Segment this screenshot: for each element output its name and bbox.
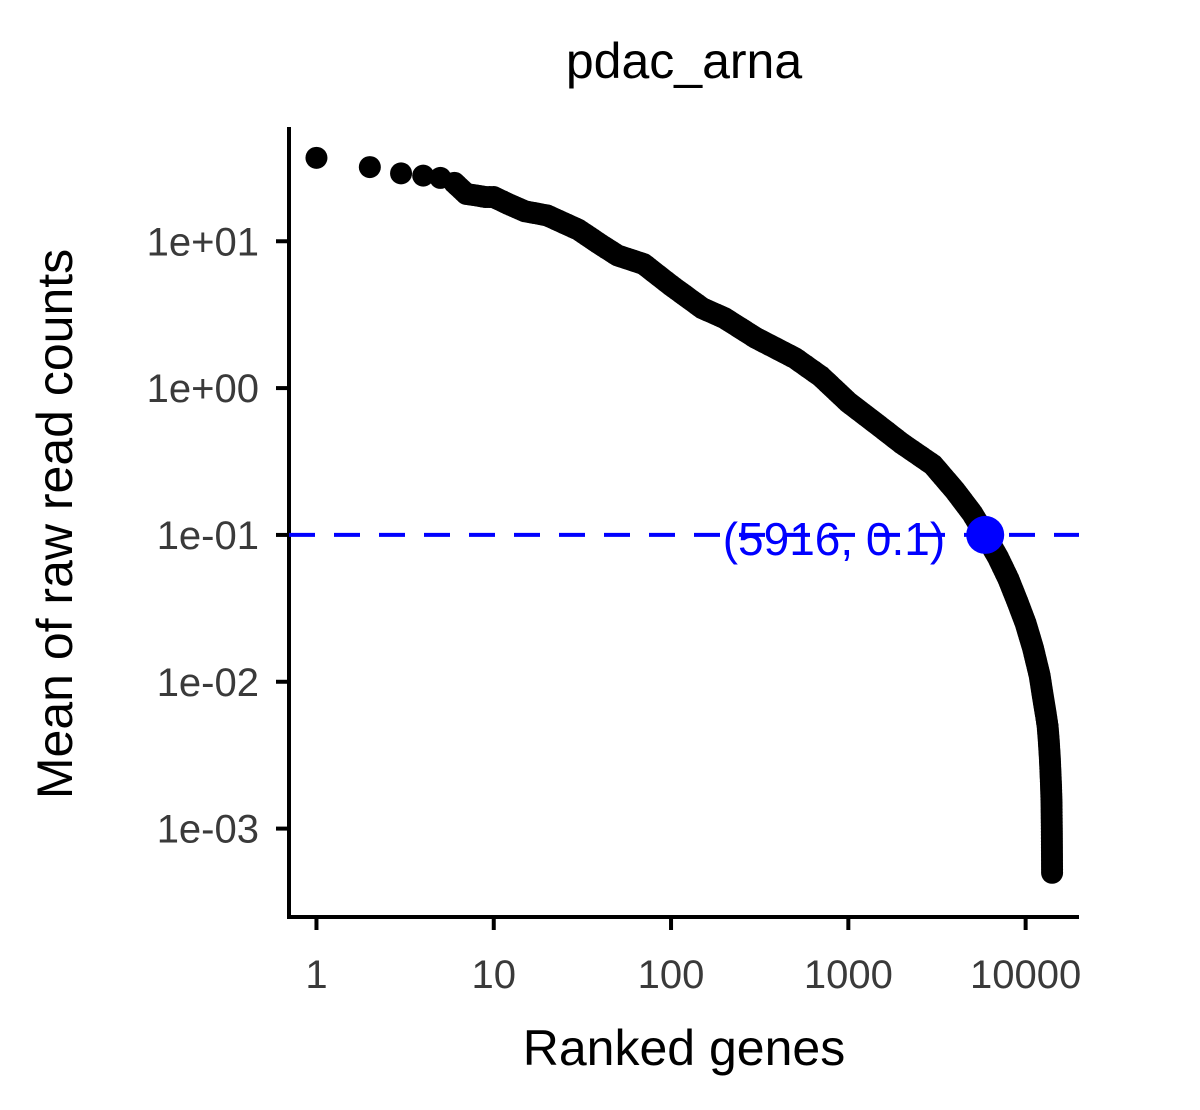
data-point xyxy=(358,156,381,179)
threshold-layer: (5916, 0.1) xyxy=(289,513,1079,565)
data-point xyxy=(412,164,435,187)
data-point xyxy=(390,162,413,185)
x-tick-label: 100 xyxy=(638,953,705,997)
x-tick-label: 10000 xyxy=(970,953,1081,997)
chart-title: pdac_arna xyxy=(566,33,802,89)
highlight-point xyxy=(966,515,1005,554)
x-tick-label: 1000 xyxy=(804,953,893,997)
y-tick-label: 1e+00 xyxy=(147,367,259,411)
y-tick-label: 1e-01 xyxy=(157,514,259,558)
y-tick-label: 1e-02 xyxy=(157,661,259,705)
y-axis-ticks: 1e-03 1e-02 1e-01 1e+00 1e+01 xyxy=(147,220,289,852)
x-tick-label: 10 xyxy=(472,953,517,997)
data-point xyxy=(1041,861,1064,884)
data-points xyxy=(305,146,1064,884)
x-tick-label: 1 xyxy=(305,953,327,997)
x-axis-label: Ranked genes xyxy=(523,1020,845,1076)
x-axis-ticks: 1 10 100 1000 10000 xyxy=(305,917,1081,997)
data-point xyxy=(305,146,328,169)
y-tick-label: 1e+01 xyxy=(147,220,259,264)
threshold-annotation: (5916, 0.1) xyxy=(723,513,945,565)
y-axis-label: Mean of raw read counts xyxy=(27,249,83,799)
y-tick-label: 1e-03 xyxy=(157,808,259,852)
